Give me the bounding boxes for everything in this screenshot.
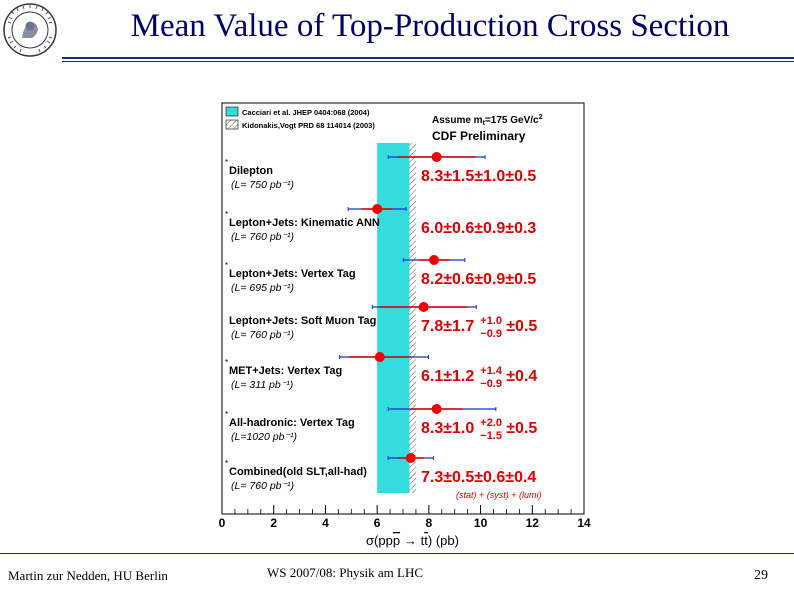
footer-author: Martin zur Nedden, HU Berlin [8, 568, 168, 583]
title-divider-thin [62, 61, 794, 62]
legend-swatch-solid [225, 106, 239, 117]
lumi-error-text: ±0.5 [506, 318, 537, 335]
lumi-error-text: ±0.5 [506, 420, 537, 437]
measurement-lumi: (L= 760 pb⁻¹) [231, 231, 294, 243]
lumi-error-text: ±0.4 [506, 368, 537, 385]
measurement-name: Lepton+Jets: Kinematic ANN [229, 217, 380, 229]
star-marker: * [225, 210, 228, 219]
x-tick-label: 12 [526, 516, 540, 530]
syst-down-text: −0.9 [480, 328, 502, 340]
measurement-row: *All-hadronic: Vertex Tag (L=1020 pb⁻¹) 8.… [225, 404, 537, 443]
star-marker: * [225, 358, 228, 367]
page-number: 29 [754, 568, 768, 583]
measurement-row: *MET+Jets: Vertex Tag (L= 311 pb⁻¹) 6.1±1.… [225, 352, 537, 391]
x-axis: 0 2 4 6 8 10 12 14 [219, 505, 591, 530]
measurement-row: Lepton+Jets: Soft Muon Tag (L= 760 pb⁻¹) 7… [229, 302, 537, 341]
x-tick-label: 2 [270, 516, 277, 530]
measurement-name: MET+Jets: Vertex Tag [229, 365, 342, 377]
syst-up-text: +1.4 [480, 365, 503, 377]
legend-swatch-hatched [225, 119, 239, 130]
slide-title: Mean Value of Top-Production Cross Secti… [130, 8, 730, 44]
central-value-marker [374, 352, 385, 362]
star-marker: * [225, 158, 228, 167]
measurement-row: *Lepton+Jets: Kinematic ANN (L= 760 pb⁻¹)… [225, 204, 536, 243]
measurement-lumi: (L= 695 pb⁻¹) [231, 282, 294, 294]
measurement-name: Lepton+Jets: Vertex Tag [229, 268, 356, 280]
measurement-row: *Dilepton (L= 750 pb⁻¹) 8.3±1.5±1.0±0.5 [225, 152, 536, 191]
preliminary-label: CDF Preliminary [432, 129, 526, 143]
footer-course: WS 2007/08: Physik am LHC [267, 565, 424, 580]
central-value-marker [418, 302, 429, 312]
x-tick-label: 6 [374, 516, 381, 530]
legend-label-cacciari: Cacciari et al. JHEP 0404:068 (2004) [242, 108, 370, 117]
footnote-label: (stat) + (syst) + (lumi) [456, 490, 542, 500]
star-marker: * [225, 410, 228, 419]
central-value-marker [431, 404, 442, 414]
measurement-name: All-hadronic: Vertex Tag [229, 417, 355, 429]
measurement-name: Dilepton [229, 165, 273, 177]
university-seal-logo [3, 3, 57, 57]
assumption-label: Assume mt=175 GeV/c2 [432, 114, 543, 127]
legend-label-kidonakis: Kidonakis,Vogt PRD 68 114014 (2003) [242, 121, 375, 130]
title-divider [62, 57, 794, 59]
measurement-value-text: 7.8±1.7 [421, 318, 474, 335]
measurement-row: *Lepton+Jets: Vertex Tag (L= 695 pb⁻¹) 8.2… [225, 255, 536, 294]
syst-up-text: +2.0 [480, 417, 502, 429]
measurement-lumi: (L= 760 pb⁻¹) [231, 329, 294, 341]
central-value-marker [431, 152, 442, 162]
syst-up-text: +1.0 [480, 315, 502, 327]
measurement-lumi: (L=1020 pb⁻¹) [231, 431, 297, 443]
measurement-name: Lepton+Jets: Soft Muon Tag [229, 315, 376, 327]
star-marker: * [225, 261, 228, 270]
star-marker: * [225, 459, 228, 468]
x-tick-label: 0 [219, 516, 226, 530]
x-tick-label: 10 [474, 516, 488, 530]
syst-down-text: −0.9 [480, 378, 502, 390]
measurement-value-text: 7.3±0.5±0.6±0.4 [421, 469, 536, 486]
measurement-rows: *Dilepton(L= 750 pb⁻¹) 8.3±1.5±1.0±0.5*Le… [225, 152, 537, 492]
measurement-value-text: 8.2±0.6±0.9±0.5 [421, 271, 536, 288]
measurement-lumi: (L= 760 pb⁻¹) [231, 480, 294, 492]
central-value-marker [372, 204, 383, 214]
measurement-lumi: (L= 311 pb⁻¹) [231, 379, 293, 391]
central-value-marker [405, 453, 416, 463]
measurement-lumi: (L= 750 pb⁻¹) [231, 179, 294, 191]
x-tick-label: 8 [426, 516, 433, 530]
syst-down-text: −1.5 [480, 430, 502, 442]
measurement-value-text: 6.0±0.6±0.9±0.3 [421, 220, 536, 237]
measurement-value-text: 8.3±1.0 [421, 420, 474, 437]
measurement-name: Combined(old SLT,all-had) [229, 466, 367, 478]
x-axis-title: σ(ppp → tt) (pb) [366, 533, 459, 548]
measurement-row: *Combined(old SLT,all-had) (L= 760 pb⁻¹) 7… [225, 453, 536, 492]
cross-section-chart: Cacciari et al. JHEP 0404:068 (2004) Kid… [219, 102, 591, 548]
cacciari-band [377, 143, 410, 493]
x-tick-label: 14 [577, 516, 591, 530]
footer-divider [0, 553, 794, 554]
measurement-value-text: 6.1±1.2 [421, 368, 474, 385]
x-tick-label: 4 [322, 516, 329, 530]
central-value-marker [429, 255, 440, 265]
measurement-value-text: 8.3±1.5±1.0±0.5 [421, 168, 536, 185]
